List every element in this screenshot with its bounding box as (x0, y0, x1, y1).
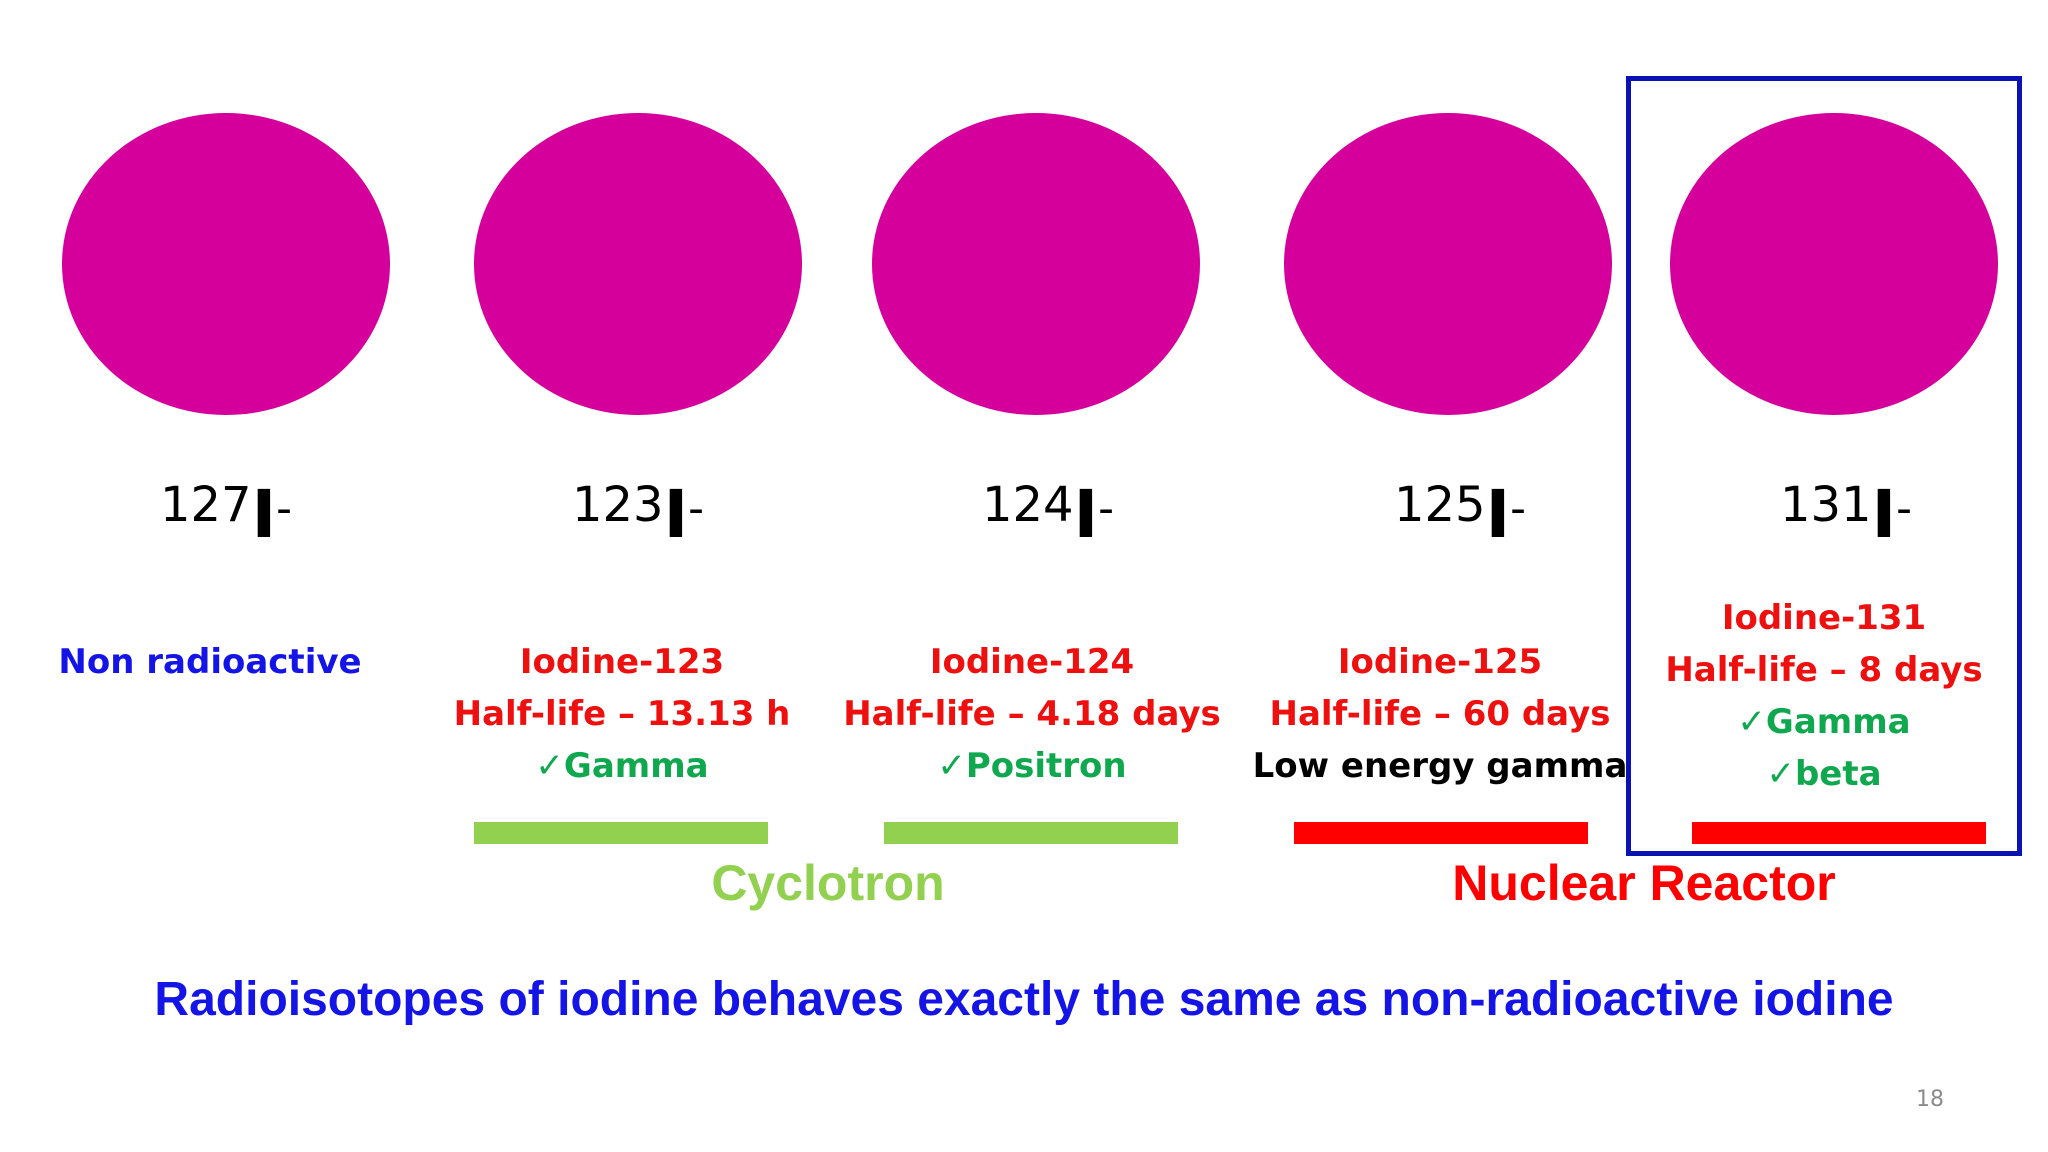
nuclear-reactor-label: Nuclear Reactor (1452, 855, 1836, 911)
info-127: Non radioactive (10, 636, 410, 688)
non-radioactive-label: Non radioactive (58, 642, 362, 682)
isotope-name: Iodine-125 (1337, 642, 1543, 682)
ion-charge: - (276, 483, 293, 534)
iodine-125-circle (1284, 113, 1612, 415)
iodine-131-highlight-box (1626, 76, 2022, 856)
mass-number: 123 (571, 477, 664, 533)
info-123: Iodine-123 Half-life – 13.13 h ✓Gamma (422, 636, 822, 792)
emission-type: Positron (965, 746, 1127, 786)
emission-type: Gamma (563, 746, 709, 786)
ion-charge: - (1510, 483, 1527, 534)
iodine-131-circle (1670, 113, 1998, 415)
emission-gamma: ✓Gamma (1624, 696, 2024, 748)
isotope-label-124: 124I- (878, 481, 1218, 548)
isotope-label-123: 123I- (468, 481, 808, 548)
info-125: Iodine-125 Half-life – 60 days Low energ… (1240, 636, 1640, 792)
isotope-label-125: 125I- (1290, 481, 1630, 548)
emission-gamma: ✓Gamma (422, 740, 822, 792)
emission-beta: ✓beta (1624, 748, 2024, 800)
checkmark-icon: ✓ (535, 746, 564, 786)
cyclotron-bar-123 (474, 822, 768, 844)
mass-number: 127 (159, 477, 252, 533)
element-symbol: I (251, 476, 277, 553)
half-life: Half-life – 8 days (1665, 650, 1983, 690)
ion-charge: - (688, 483, 705, 534)
element-symbol: I (663, 476, 689, 553)
info-124: Iodine-124 Half-life – 4.18 days ✓Positr… (832, 636, 1232, 792)
reactor-bar-131 (1692, 822, 1986, 844)
mass-number: 131 (1779, 477, 1872, 533)
cyclotron-bar-124 (884, 822, 1178, 844)
emission-type: Low energy gamma (1252, 746, 1628, 786)
checkmark-icon: ✓ (1766, 754, 1795, 794)
isotope-name: Iodine-131 (1721, 598, 1927, 638)
isotope-name: Iodine-123 (519, 642, 725, 682)
iodine-124-circle (872, 113, 1200, 415)
page-number: 18 (1916, 1087, 1944, 1112)
half-life: Half-life – 13.13 h (453, 694, 791, 734)
emission-type: beta (1794, 754, 1882, 794)
element-symbol: I (1871, 476, 1897, 553)
element-symbol: I (1485, 476, 1511, 553)
mass-number: 124 (981, 477, 1074, 533)
ion-charge: - (1098, 483, 1115, 534)
reactor-bar-125 (1294, 822, 1588, 844)
isotope-name: Iodine-124 (929, 642, 1135, 682)
emission-positron: ✓Positron (832, 740, 1232, 792)
cyclotron-label: Cyclotron (711, 855, 945, 911)
ion-charge: - (1896, 483, 1913, 534)
info-131: Iodine-131 Half-life – 8 days ✓Gamma ✓be… (1624, 592, 2024, 800)
iodine-127-circle (62, 113, 390, 415)
summary-statement: Radioisotopes of iodine behaves exactly … (154, 973, 1894, 1026)
half-life: Half-life – 60 days (1269, 694, 1611, 734)
element-symbol: I (1073, 476, 1099, 553)
emission-type: Gamma (1765, 702, 1911, 742)
isotope-label-131: 131I- (1676, 481, 2016, 548)
checkmark-icon: ✓ (1737, 702, 1766, 742)
mass-number: 125 (1393, 477, 1486, 533)
iodine-123-circle (474, 113, 802, 415)
isotope-label-127: 127I- (56, 481, 396, 548)
half-life: Half-life – 4.18 days (843, 694, 1221, 734)
checkmark-icon: ✓ (937, 746, 966, 786)
